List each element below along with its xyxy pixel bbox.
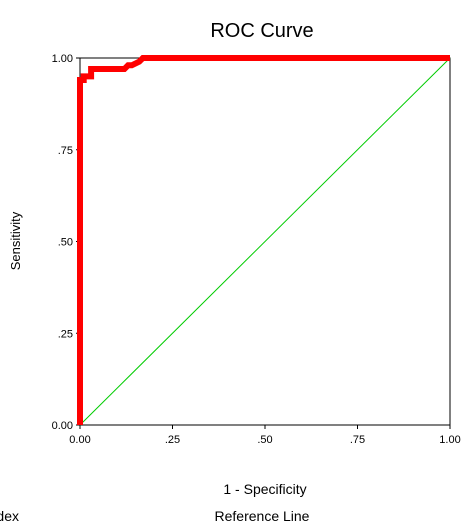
legend-entry-reference-line: Reference Line — [215, 508, 310, 524]
y-axis-ticks: 0.00 .25 .50 .75 1.00 — [52, 53, 80, 432]
x-tick-label: .50 — [257, 434, 272, 446]
x-axis-ticks: 0.00 .25 .50 .75 1.00 — [69, 425, 461, 446]
series-line-reference — [79, 57, 451, 426]
x-tick-label: .25 — [165, 434, 180, 446]
x-tick-label: 1.00 — [439, 434, 460, 446]
y-tick-label: .75 — [58, 145, 73, 157]
series-line-dex — [77, 55, 450, 425]
series-layer — [77, 55, 451, 426]
y-tick-label: .50 — [58, 237, 73, 249]
y-tick-label: 0.00 — [52, 420, 73, 432]
x-tick-label: 0.00 — [69, 434, 90, 446]
legend-entry-dex: dex — [0, 508, 19, 524]
x-axis-label: 1 - Specificity — [223, 481, 306, 497]
y-tick-label: .25 — [58, 328, 73, 340]
y-axis-label: Sensitivity — [8, 211, 23, 270]
x-tick-label: .75 — [350, 434, 365, 446]
y-tick-label: 1.00 — [52, 53, 73, 65]
chart-title: ROC Curve — [210, 20, 313, 42]
